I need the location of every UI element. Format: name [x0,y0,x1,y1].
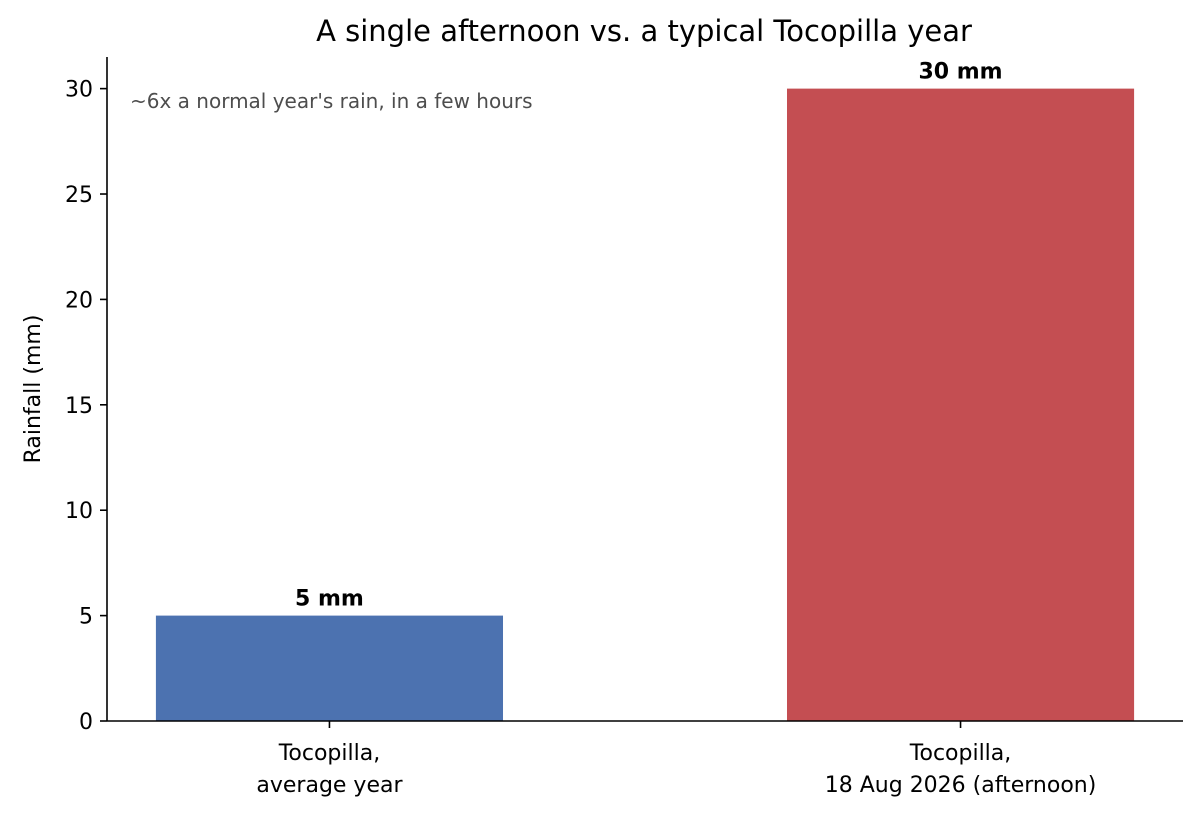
chart-title: A single afternoon vs. a typical Tocopil… [316,14,972,48]
x-category-label-line: 18 Aug 2026 (afternoon) [825,773,1097,798]
x-category-label: Tocopilla, average year [256,741,403,798]
x-category-label: Tocopilla, 18 Aug 2026 (afternoon) [825,741,1097,798]
bars-group: 5 mm 30 mm [155,60,1135,722]
bar-value-label: 30 mm [918,60,1002,85]
y-axis-label: Rainfall (mm) [21,315,46,464]
y-tick-label: 15 [65,394,93,419]
y-tick-label: 0 [79,710,93,735]
x-category-label-line: Tocopilla, [909,741,1012,766]
y-tick-label: 10 [65,499,93,524]
bar-value-label: 5 mm [295,587,364,612]
x-category-label-line: Tocopilla, [278,741,381,766]
bar [155,615,504,721]
chart-annotation: ~6x a normal year's rain, in a few hours [130,89,533,113]
y-tick-label: 20 [65,288,93,313]
y-tick-label: 5 [79,605,93,630]
y-tick-label: 25 [65,183,93,208]
bar [786,88,1135,722]
y-tick-label: 30 [65,78,93,103]
x-category-label-line: average year [256,773,403,798]
